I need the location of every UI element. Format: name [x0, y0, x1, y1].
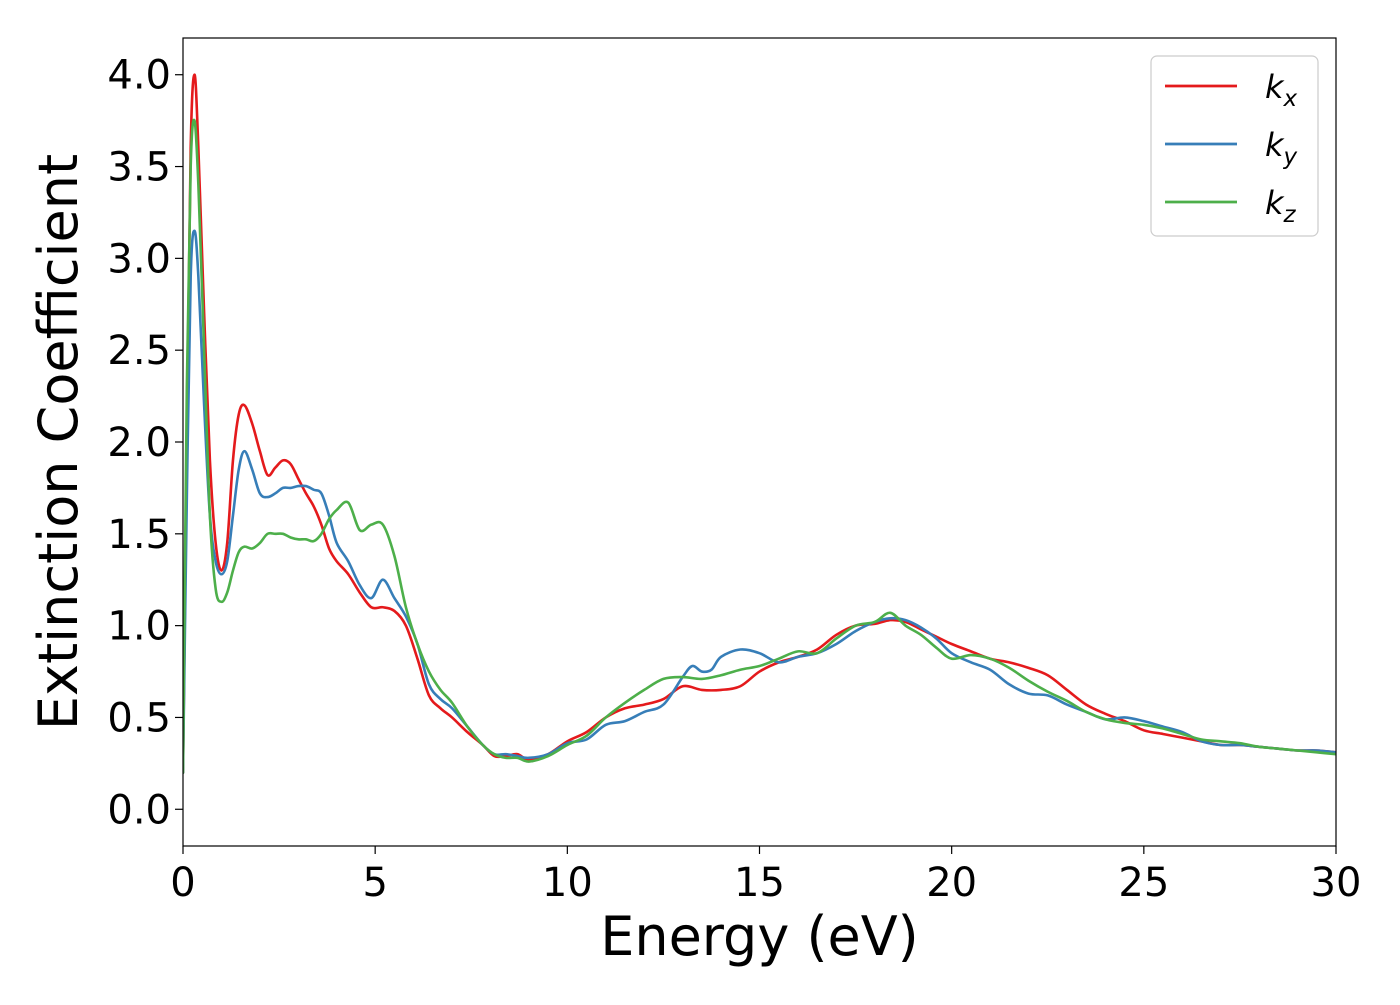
x-tick-label: 5 [362, 860, 387, 906]
series-line-z [183, 118, 1336, 774]
y-tick-label: 3.0 [107, 236, 171, 282]
y-tick-label: 1.0 [107, 604, 171, 650]
y-tick-label: 2.0 [107, 420, 171, 466]
y-axis: 0.0 0.5 1.0 1.5 2.0 2.5 3.0 3.5 4.0 [107, 53, 183, 833]
x-axis: 0 5 10 15 20 25 30 [170, 846, 1361, 906]
series-line-y [183, 229, 1336, 774]
legend-label-subscript: z [1283, 202, 1297, 228]
x-tick-label: 30 [1311, 860, 1362, 906]
legend-box [1150, 55, 1319, 237]
x-axis-title: Energy (eV) [600, 905, 919, 968]
series-layer [183, 73, 1336, 774]
y-tick-label: 1.5 [107, 512, 171, 558]
x-tick-label: 10 [542, 860, 593, 906]
x-tick-label: 15 [734, 860, 785, 906]
x-tick-label: 25 [1118, 860, 1169, 906]
legend-label-subscript: y [1283, 144, 1298, 170]
y-tick-label: 0.5 [107, 695, 171, 741]
x-tick-label: 20 [926, 860, 977, 906]
y-axis-title: Extinction Coefficient [27, 154, 90, 730]
y-tick-label: 3.5 [107, 145, 171, 191]
y-tick-label: 0.0 [107, 787, 171, 833]
y-tick-label: 2.5 [107, 328, 171, 374]
x-tick-label: 0 [170, 860, 195, 906]
legend-label-subscript: x [1283, 86, 1298, 112]
y-tick-label: 4.0 [107, 53, 171, 99]
